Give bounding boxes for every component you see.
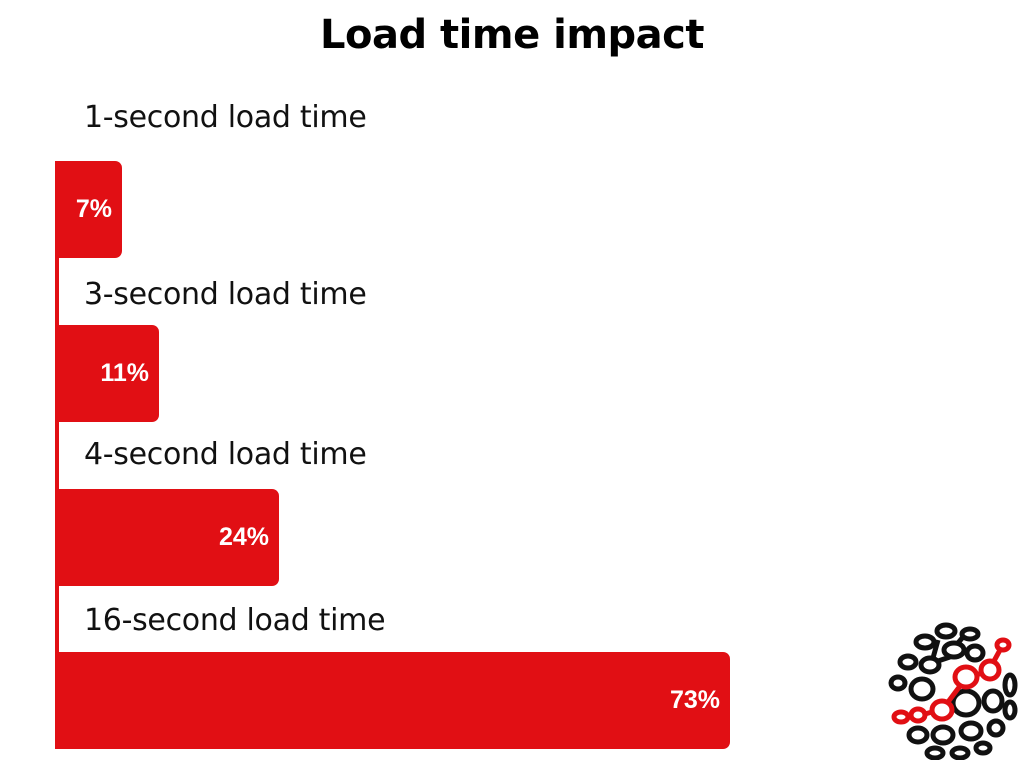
bar-1s: 7% — [55, 161, 122, 258]
bar-value: 7% — [75, 195, 112, 223]
bar-16s: 73% — [55, 652, 730, 749]
axis-line — [55, 161, 59, 748]
chart-title: Load time impact — [320, 12, 704, 58]
row-label-4s: 4-second load time — [84, 437, 367, 472]
row-label-16s: 16-second load time — [84, 603, 386, 638]
row-label-1s: 1-second load time — [84, 100, 367, 135]
network-globe-icon — [888, 622, 1018, 760]
bar-4s: 24% — [55, 489, 279, 586]
bar-value: 11% — [100, 359, 149, 387]
bar-3s: 11% — [55, 325, 159, 422]
bar-value: 24% — [218, 523, 269, 551]
row-label-3s: 3-second load time — [84, 277, 367, 312]
bar-value: 73% — [669, 686, 720, 714]
